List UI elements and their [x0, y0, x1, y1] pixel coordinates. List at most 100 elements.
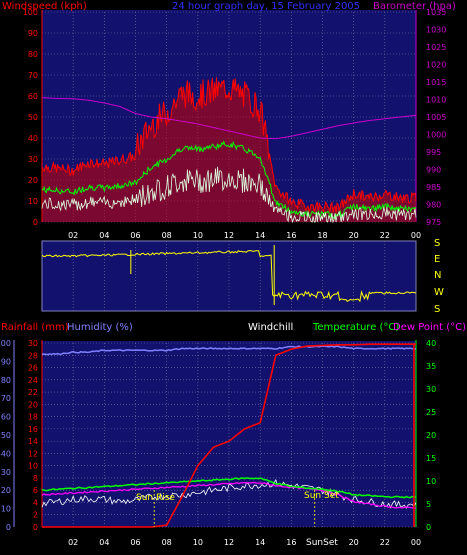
barometer-tick-label: 980 [426, 201, 441, 210]
windchill-label: Windchill [248, 322, 293, 333]
temperature-tick-label: 30 [426, 385, 436, 394]
bottom-x-tick-label: 10 [193, 538, 203, 547]
rainfall-tick-label: 28 [28, 351, 38, 360]
rainfall-tick-label: 14 [28, 437, 38, 446]
top-x-tick-label: 12 [224, 231, 234, 240]
barometer-line [41, 97, 417, 140]
rainfall-tick-label: 24 [28, 376, 38, 385]
rainfall-tick-label: 20 [28, 400, 38, 409]
humidity-tick-label: 80 [1, 376, 11, 385]
temperature-tick-label: 20 [426, 431, 436, 440]
rainfall-tick-label: 26 [28, 364, 38, 373]
sunset-axis-label: SunSet [306, 538, 338, 548]
direction-label-s-bottom: S [434, 304, 440, 315]
windspeed-area [42, 77, 416, 222]
bottom-x-tick-label: 00 [411, 538, 421, 547]
top-x-tick-label: 14 [255, 231, 265, 240]
barometer-tick-label: 1000 [426, 131, 446, 140]
temperature-tick-label: 15 [426, 454, 436, 463]
windspeed-axis-label: Windspeed (kph) [2, 1, 87, 12]
windspeed-tick-label: 10 [28, 197, 38, 206]
rainfall-tick-label: 30 [28, 339, 38, 348]
direction-label-w: W [434, 287, 444, 298]
top-x-tick-label: 10 [193, 231, 203, 240]
rainfall-tick-label: 22 [28, 388, 38, 397]
windspeed-line [41, 77, 417, 214]
humidity-tick-label: 100 [0, 339, 11, 348]
rainfall-line [42, 343, 416, 528]
barometer-tick-label: 1005 [426, 113, 446, 122]
bottom-x-tick-label: 04 [99, 538, 109, 547]
humidity-tick-label: 0 [6, 523, 11, 532]
rainfall-tick-label: 18 [28, 413, 38, 422]
temperature-line [41, 477, 417, 499]
humidity-tick-label: 20 [1, 486, 11, 495]
rainfall-tick-label: 8 [33, 474, 38, 483]
bottom-x-tick-label: 08 [162, 538, 172, 547]
temperature-tick-label: 10 [426, 477, 436, 486]
top-x-tick-label: 06 [130, 231, 140, 240]
temperature-axis-label: Temperature (°C) [312, 322, 399, 333]
barometer-tick-label: 1010 [426, 96, 446, 105]
top-x-tick-label: 16 [286, 231, 296, 240]
top-x-tick-label: 22 [380, 231, 390, 240]
bottom-x-tick-label: 16 [286, 538, 296, 547]
humidity-tick-label: 50 [1, 431, 11, 440]
wind-direction-line [41, 250, 417, 303]
sunrise-label: Sun Rise [136, 493, 175, 503]
direction-label-n: N [434, 270, 441, 281]
humidity-tick-label: 60 [1, 413, 11, 422]
bottom-x-tick-label: 22 [380, 538, 390, 547]
direction-label-s-top: S [434, 238, 440, 249]
rainfall-tick-label: 2 [33, 511, 38, 520]
barometer-tick-label: 1035 [426, 8, 446, 17]
rainfall-tick-label: 16 [28, 425, 38, 434]
windspeed-tick-label: 0 [33, 218, 38, 227]
top-x-tick-label: 04 [99, 231, 109, 240]
barometer-tick-label: 1020 [426, 61, 446, 70]
humidity-tick-label: 10 [1, 505, 11, 514]
bottom-x-tick-label: 06 [130, 538, 140, 547]
bottom-x-tick-label: 20 [349, 538, 359, 547]
top-x-tick-label: 00 [411, 231, 421, 240]
top-x-tick-label: 18 [317, 231, 327, 240]
humidity-tick-label: 90 [1, 357, 11, 366]
barometer-tick-label: 985 [426, 183, 441, 192]
top-x-tick-label: 02 [68, 231, 78, 240]
barometer-tick-label: 995 [426, 148, 441, 157]
humidity-tick-label: 70 [1, 394, 11, 403]
humidity-tick-label: 40 [1, 449, 11, 458]
rainfall-tick-label: 10 [28, 462, 38, 471]
top-chart-title: 24 hour graph day, 15 February 2005 [172, 1, 360, 12]
humidity-line [41, 345, 416, 356]
windspeed-tick-label: 60 [28, 92, 38, 101]
rainfall-tick-label: 12 [28, 449, 38, 458]
rainfall-axis-label: Rainfall (mm) [1, 322, 69, 333]
windspeed-tick-label: 30 [28, 155, 38, 164]
windspeed-tick-label: 70 [28, 71, 38, 80]
barometer-tick-label: 1025 [426, 43, 446, 52]
windspeed-tick-label: 20 [28, 176, 38, 185]
rainfall-tick-label: 0 [33, 523, 38, 532]
barometer-axis-label: Barometer (hpa) [373, 1, 456, 12]
dewpoint-line [41, 481, 417, 509]
windchill-line [41, 478, 417, 509]
tick-labels: 0102030405060708090100975980985990995100… [0, 8, 446, 547]
temperature-tick-label: 0 [426, 523, 431, 532]
windspeed-tick-label: 50 [28, 113, 38, 122]
windspeed-tick-label: 90 [28, 29, 38, 38]
series-lines [41, 77, 417, 528]
windspeed-tick-label: 80 [28, 50, 38, 59]
temperature-tick-label: 40 [426, 339, 436, 348]
temperature-tick-label: 25 [426, 408, 436, 417]
dewpoint-axis-label: Dew Point (°C) [393, 322, 466, 333]
barometer-tick-label: 975 [426, 218, 441, 227]
windspeed-tick-label: 40 [28, 134, 38, 143]
sunset-label: Sun Set [304, 491, 339, 501]
top-x-tick-label: 08 [162, 231, 172, 240]
humidity-axis-label: Humidity (%) [67, 322, 133, 333]
top-x-tick-label: 20 [349, 231, 359, 240]
windspeed-tick-label: 100 [23, 8, 38, 17]
temperature-tick-label: 5 [426, 500, 431, 509]
